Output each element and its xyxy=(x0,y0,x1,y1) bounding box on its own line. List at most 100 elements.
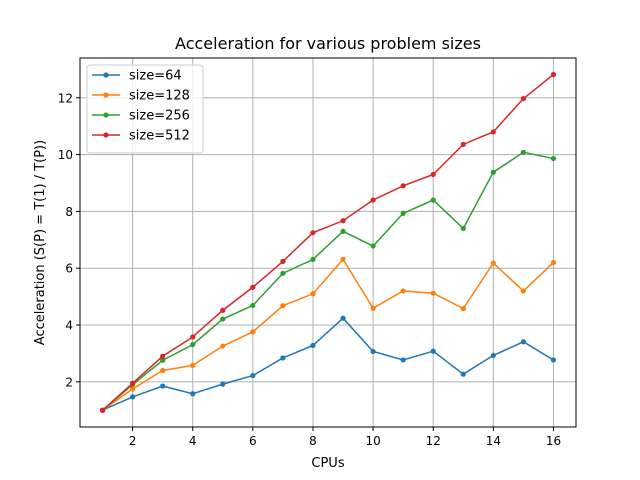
data-point xyxy=(220,316,226,322)
data-point xyxy=(130,394,136,400)
data-point xyxy=(130,380,136,386)
legend-entry: size=128 xyxy=(92,89,190,104)
data-point xyxy=(310,291,316,297)
data-point xyxy=(550,357,557,363)
x-tick-label: 16 xyxy=(546,434,561,448)
data-point xyxy=(490,260,496,266)
series-line xyxy=(102,258,554,411)
data-point xyxy=(310,342,316,349)
series-size=128 xyxy=(99,256,557,413)
data-point xyxy=(430,348,436,354)
legend-marker xyxy=(103,132,109,138)
data-point xyxy=(340,256,346,263)
x-ticks: 2 4 6 8 10 12 14 16 xyxy=(129,427,561,448)
y-tick-label: 6 xyxy=(65,262,73,276)
grid xyxy=(80,58,576,427)
data-point xyxy=(160,357,166,363)
data-point xyxy=(430,197,436,203)
data-point xyxy=(460,305,466,312)
data-point xyxy=(550,155,557,162)
legend-label: size=512 xyxy=(129,129,190,144)
data-point xyxy=(460,371,466,377)
plot-frame xyxy=(79,57,577,428)
data-point xyxy=(430,290,436,296)
legend-entry: size=64 xyxy=(92,69,182,84)
data-point xyxy=(460,141,466,147)
legend: size=64 size=128 size=256 size=512 xyxy=(86,64,204,154)
x-tick-label: 8 xyxy=(309,434,317,448)
data-point xyxy=(220,381,226,387)
data-point xyxy=(490,129,496,135)
data-point xyxy=(370,197,376,203)
x-tick-label: 4 xyxy=(189,434,197,448)
data-point xyxy=(370,243,376,249)
data-point xyxy=(520,339,526,345)
data-point xyxy=(220,343,226,349)
x-tick-label: 12 xyxy=(426,434,441,448)
y-tick-label: 8 xyxy=(65,205,73,219)
data-point xyxy=(130,386,136,392)
data-point xyxy=(490,169,496,175)
data-point xyxy=(190,362,196,368)
data-point xyxy=(550,259,557,266)
y-tick-label: 12 xyxy=(58,91,73,105)
legend-entry: size=256 xyxy=(92,109,190,124)
data-point xyxy=(520,288,526,294)
data-point xyxy=(370,348,376,355)
data-point xyxy=(400,288,406,294)
series-size=64 xyxy=(99,315,557,413)
legend-marker xyxy=(103,112,109,118)
y-tick-label: 10 xyxy=(58,148,73,162)
data-point xyxy=(310,230,316,236)
x-tick-label: 2 xyxy=(129,434,137,448)
x-tick-label: 10 xyxy=(365,434,380,448)
series-layer xyxy=(99,71,557,413)
x-tick-label: 14 xyxy=(486,434,501,448)
series-line xyxy=(102,73,554,411)
data-point xyxy=(220,307,226,313)
data-point xyxy=(520,149,526,155)
y-tick-label: 4 xyxy=(65,319,73,333)
data-point xyxy=(370,305,376,311)
data-point xyxy=(160,367,166,374)
legend-box xyxy=(86,64,204,154)
data-point xyxy=(460,225,466,232)
data-point xyxy=(160,383,166,389)
series-size=512 xyxy=(99,71,557,413)
data-point xyxy=(340,218,346,224)
data-point xyxy=(250,302,256,309)
data-point xyxy=(430,171,436,178)
data-point xyxy=(190,391,196,397)
data-point xyxy=(550,71,557,78)
legend-label: size=64 xyxy=(129,69,182,84)
data-point xyxy=(400,357,406,363)
data-point xyxy=(520,96,526,102)
data-point xyxy=(310,256,316,263)
chart-title: Acceleration for various problem sizes xyxy=(175,34,481,53)
data-point xyxy=(340,315,346,321)
legend-entry: size=512 xyxy=(92,129,190,144)
y-axis-label: Acceleration (S(P) = T(1) / T(P)) xyxy=(33,140,48,345)
series-size=256 xyxy=(99,149,557,413)
data-point xyxy=(160,353,166,359)
series-line xyxy=(102,317,554,411)
data-point xyxy=(340,228,346,234)
x-axis-label: CPUs xyxy=(311,456,344,471)
data-point xyxy=(250,284,256,290)
y-ticks: 2 4 6 8 10 12 xyxy=(58,91,80,389)
data-point xyxy=(250,372,256,379)
data-point xyxy=(280,303,286,309)
y-tick-label: 2 xyxy=(65,375,73,389)
data-point xyxy=(280,258,286,264)
data-point xyxy=(400,183,406,189)
data-point xyxy=(490,352,496,359)
legend-marker xyxy=(103,72,109,78)
legend-label: size=256 xyxy=(129,109,190,124)
data-point xyxy=(99,407,106,413)
legend-marker xyxy=(103,92,109,98)
data-point xyxy=(190,334,196,340)
data-point xyxy=(280,270,286,276)
series-line xyxy=(102,151,554,411)
data-point xyxy=(400,210,406,216)
